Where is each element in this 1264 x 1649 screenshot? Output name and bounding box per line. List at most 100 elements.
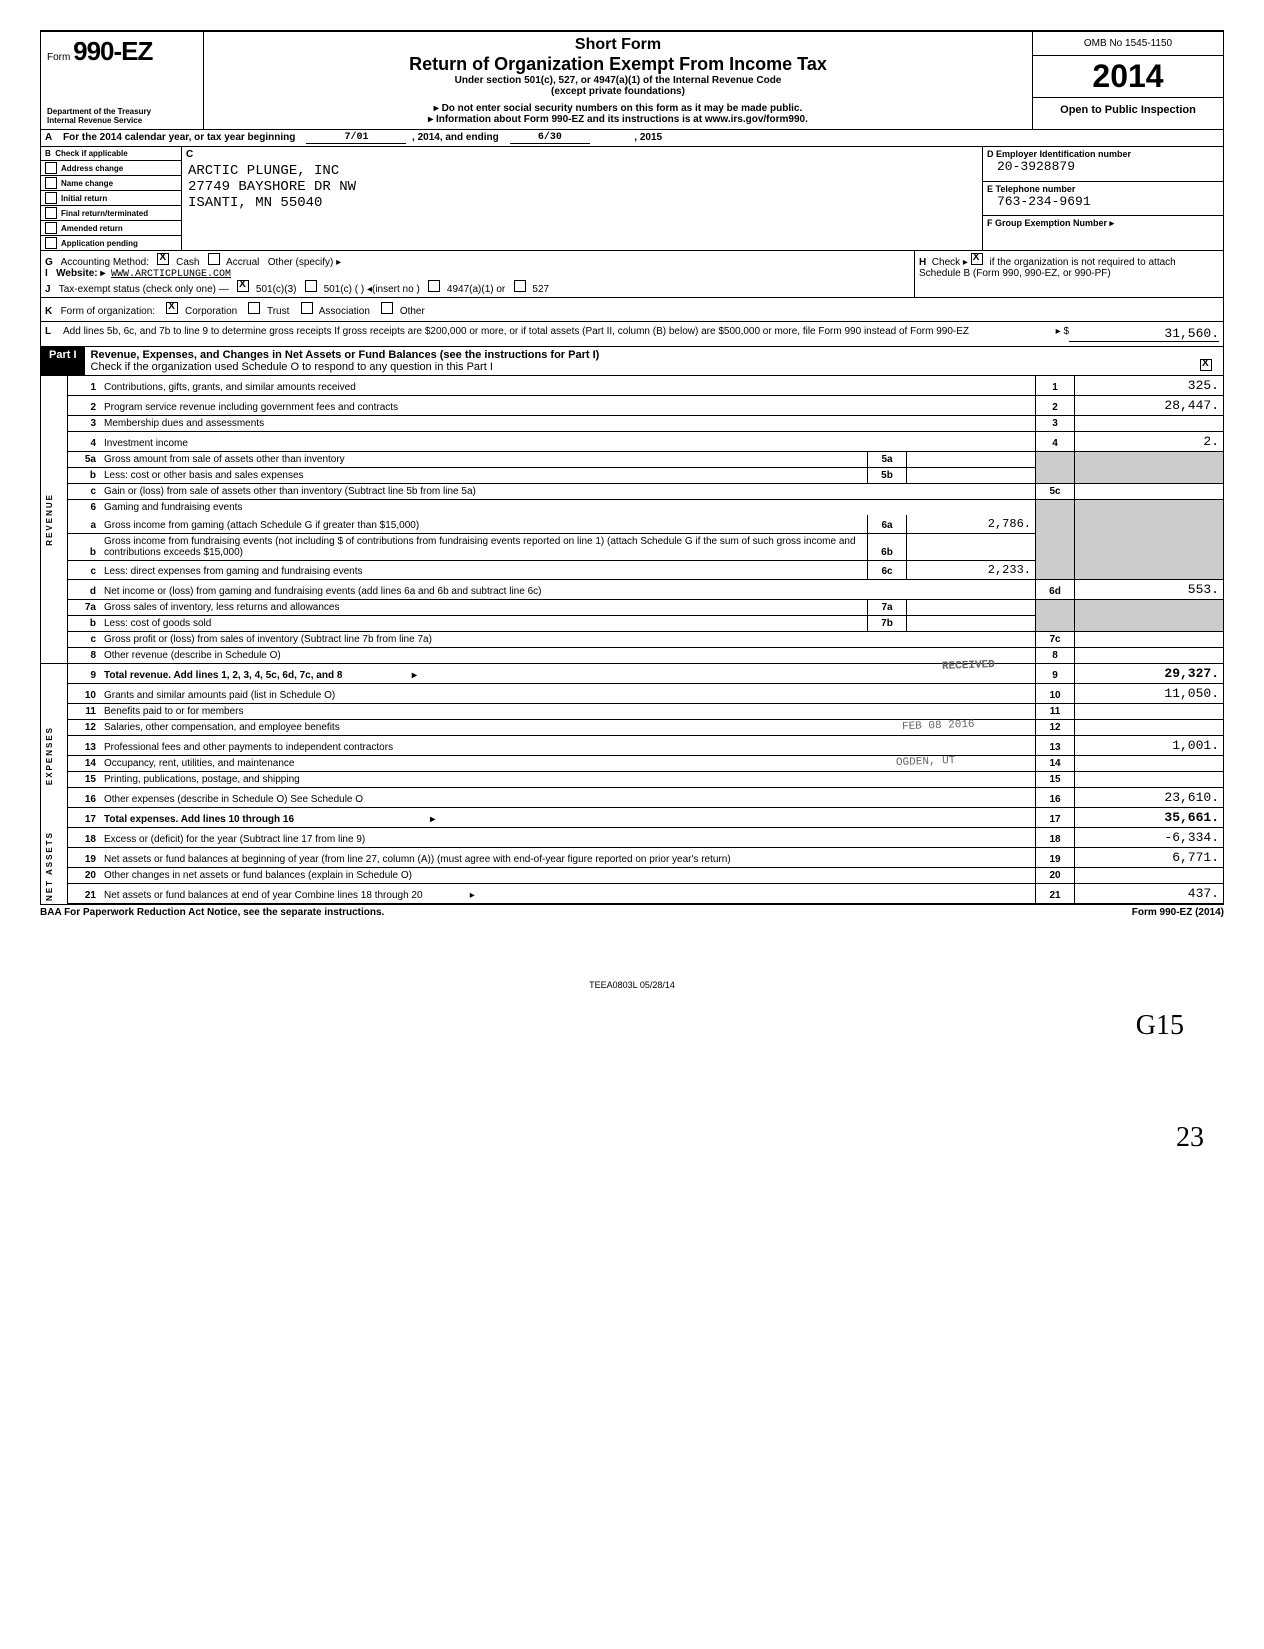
cell-e: E Telephone number 763-234-9691 (983, 182, 1223, 217)
chk-final-return[interactable]: Final return/terminated (41, 205, 181, 220)
form-left-box: Form 990-EZ Department of the Treasury I… (41, 32, 204, 129)
amt-21: 437. (1075, 884, 1224, 904)
amt-11 (1075, 704, 1224, 720)
sub-6a: 2,786. (907, 515, 1036, 534)
except-private: (except private foundations) (551, 86, 685, 97)
form-ref: Form 990-EZ (2014) (1132, 907, 1224, 918)
amt-17: 35,661. (1075, 808, 1224, 828)
do-not-enter: Do not enter social security numbers on … (434, 103, 802, 114)
form-990ez: 990-EZ (73, 36, 152, 66)
sub-7a (907, 600, 1036, 616)
amt-14 (1075, 756, 1224, 772)
org-name: ARCTIC PLUNGE, INC (188, 163, 976, 179)
amt-16: 23,610. (1075, 788, 1224, 808)
part1-title: Revenue, Expenses, and Changes in Net As… (85, 347, 1193, 375)
chk-501c[interactable] (305, 280, 317, 292)
chk-h[interactable] (971, 253, 983, 265)
amt-2: 28,447. (1075, 396, 1224, 416)
stamp-ogden: OGDEN, UT (895, 755, 955, 769)
under-section: Under section 501(c), 527, or 4947(a)(1)… (455, 75, 782, 86)
amt-5c (1075, 484, 1224, 500)
stamp-feb: FEB 08 2016 (902, 719, 975, 734)
baa-notice: BAA For Paperwork Reduction Act Notice, … (40, 907, 384, 918)
row-g: G Accounting Method: Cash Accrual Other … (45, 253, 910, 268)
amt-3 (1075, 416, 1224, 432)
row-a: A For the 2014 calendar year, or tax yea… (40, 130, 1224, 147)
dept-treasury: Department of the Treasury Internal Reve… (47, 107, 197, 125)
rows-gij-left: G Accounting Method: Cash Accrual Other … (41, 251, 914, 297)
row-j: J Tax-exempt status (check only one) — 5… (45, 280, 910, 295)
row-k: K Form of organization: Corporation Trus… (40, 298, 1224, 322)
year-end: 6/30 (510, 132, 590, 144)
col-c: C ARCTIC PLUNGE, INC 27749 BAYSHORE DR N… (182, 147, 983, 250)
chk-trust[interactable] (248, 302, 260, 314)
row-h: H Check ▸ if the organization is not req… (914, 251, 1223, 297)
chk-amended[interactable]: Amended return (41, 220, 181, 235)
chk-address-change[interactable]: Address change (41, 160, 181, 175)
telephone: 763-234-9691 (987, 194, 1219, 209)
col-def: D Employer Identification number 20-3928… (983, 147, 1223, 250)
chk-4947[interactable] (428, 280, 440, 292)
info-about: Information about Form 990-EZ and its in… (428, 114, 808, 125)
row-i: I Website: ▸ WWW.ARCTICPLUNGE.COM (45, 268, 910, 280)
sub-5b (907, 468, 1036, 484)
amt-1: 325. (1075, 376, 1224, 396)
label-b: B Check if applicable (41, 147, 181, 160)
chk-corp[interactable] (166, 302, 178, 314)
chk-501c3[interactable] (237, 280, 249, 292)
amt-19: 6,771. (1075, 848, 1224, 868)
sub-6b (907, 534, 1036, 561)
col-b: B Check if applicable Address change Nam… (41, 147, 182, 250)
teea-code: TEEA0803L 05/28/14 (40, 980, 1224, 990)
section-bcdef: B Check if applicable Address change Nam… (40, 147, 1224, 251)
chk-initial-return[interactable]: Initial return (41, 190, 181, 205)
amt-18: -6,334. (1075, 828, 1224, 848)
chk-accrual[interactable] (208, 253, 220, 265)
website: WWW.ARCTICPLUNGE.COM (111, 269, 231, 280)
open-public: Open to Public Inspection (1033, 98, 1223, 122)
short-form-label: Short Form (575, 36, 661, 54)
return-title: Return of Organization Exempt From Incom… (409, 54, 827, 75)
part1-table: REVENUE 1 Contributions, gifts, grants, … (40, 376, 1224, 904)
chk-assoc[interactable] (301, 302, 313, 314)
part1-header: Part I Revenue, Expenses, and Changes in… (40, 347, 1224, 376)
chk-name-change[interactable]: Name change (41, 175, 181, 190)
sub-5a (907, 452, 1036, 468)
amt-9: 29,327. (1075, 664, 1224, 684)
row-gih: G Accounting Method: Cash Accrual Other … (40, 251, 1224, 298)
part1-label: Part I (41, 347, 85, 375)
side-expenses: EXPENSES (41, 684, 68, 828)
form-prefix: Form (47, 52, 70, 63)
ein: 20-3928879 (987, 159, 1219, 174)
label-c: C (186, 149, 193, 160)
part1-chk[interactable] (1193, 347, 1223, 375)
amt-7c (1075, 632, 1224, 648)
chk-other-org[interactable] (381, 302, 393, 314)
amt-4: 2. (1075, 432, 1224, 452)
amt-10: 11,050. (1075, 684, 1224, 704)
label-a: A (45, 132, 63, 144)
handwritten-g15: G15 (40, 1010, 1224, 1042)
chk-cash[interactable] (157, 253, 169, 265)
row-l-text: Add lines 5b, 6c, and 7b to line 9 to de… (63, 326, 1039, 342)
handwritten-23: 23 (40, 1122, 1224, 1154)
chk-app-pending[interactable]: Application pending (41, 235, 181, 250)
tax-year: 2014 (1033, 56, 1223, 98)
side-assets: NET ASSETS (41, 828, 68, 904)
year-begin: 7/01 (306, 132, 406, 144)
side-revenue: REVENUE (41, 376, 68, 664)
gross-receipts: 31,560. (1069, 326, 1219, 342)
cell-f: F Group Exemption Number ▸ (983, 216, 1223, 250)
amt-6d: 553. (1075, 580, 1224, 600)
form-center-box: Short Form Return of Organization Exempt… (204, 32, 1033, 129)
sub-7b (907, 616, 1036, 632)
chk-527[interactable] (514, 280, 526, 292)
form-right-box: OMB No 1545-1150 2014 Open to Public Ins… (1033, 32, 1223, 129)
amt-12 (1075, 720, 1224, 736)
stamp-received: RECEIVED (942, 659, 995, 673)
amt-8 (1075, 648, 1224, 664)
org-addr1: 27749 BAYSHORE DR NW (188, 179, 976, 195)
cell-d: D Employer Identification number 20-3928… (983, 147, 1223, 182)
amt-13: 1,001. (1075, 736, 1224, 756)
row-l-arrow: ▸ $ (1039, 326, 1069, 342)
